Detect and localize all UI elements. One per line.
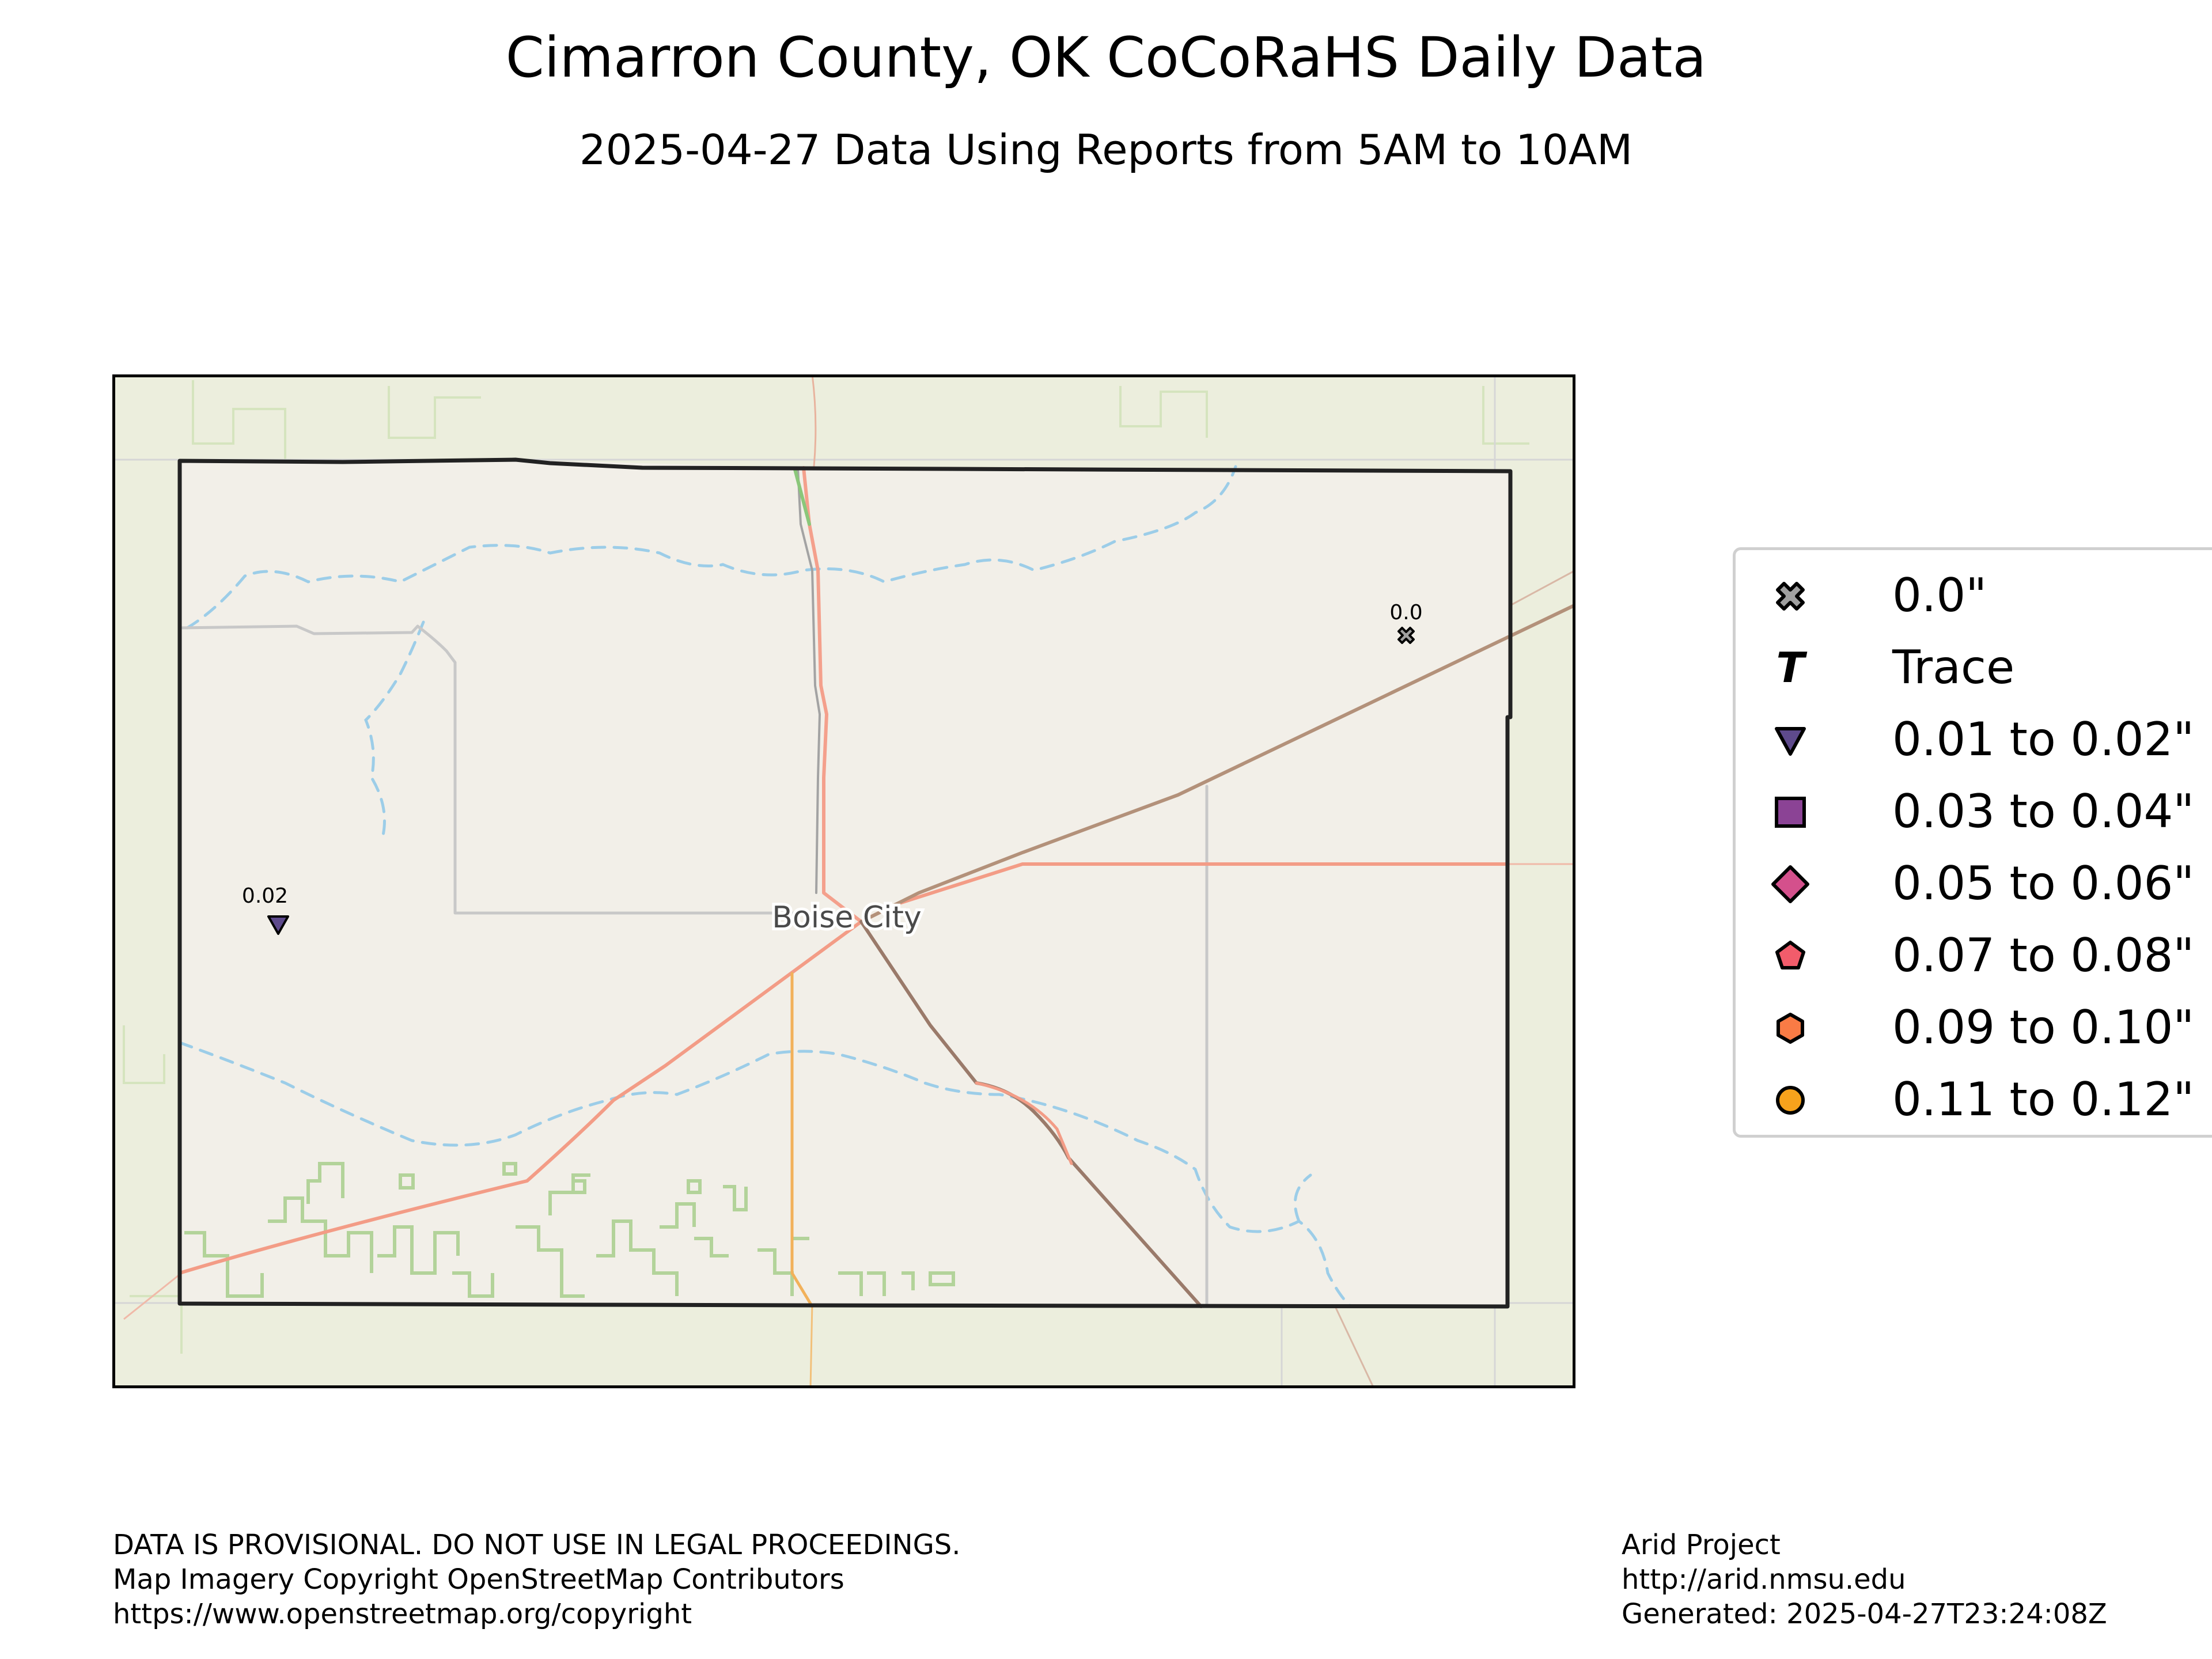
streams <box>178 465 1353 1308</box>
page-title: Cimarron County, OK CoCoRaHS Daily Data <box>505 25 1707 90</box>
legend-item: 0.03 to 0.04" <box>1736 775 2212 847</box>
map-panel[interactable]: Boise City 0.0 0.02 <box>112 374 1575 1388</box>
footer-line: Arid Project <box>1622 1529 1781 1561</box>
county-boundary <box>177 457 1513 1309</box>
station-marker-zero[interactable]: 0.0 <box>1389 601 1423 644</box>
legend-label: 0.01 to 0.02" <box>1892 713 2195 766</box>
legend-label: 0.0" <box>1892 569 1987 622</box>
legend-item: 0.05 to 0.06" <box>1736 847 2212 919</box>
legend-item: 0.11 to 0.12" <box>1736 1063 2212 1135</box>
station-value-label: 0.02 <box>242 884 288 908</box>
x-cross-icon <box>1397 627 1415 644</box>
legend-label: 0.09 to 0.10" <box>1892 1001 2195 1054</box>
grassland-patches <box>184 1162 955 1298</box>
footer-disclaimer: DATA IS PROVISIONAL. DO NOT USE IN LEGAL… <box>113 1528 961 1631</box>
footer-credits: Arid Project http://arid.nmsu.edu Genera… <box>1622 1528 2107 1631</box>
circle-icon <box>1776 1086 1805 1115</box>
triangle-down-icon <box>1775 727 1806 756</box>
county-area <box>180 460 1510 1306</box>
legend-label: 0.07 to 0.08" <box>1892 929 2195 982</box>
footer-line: http://arid.nmsu.edu <box>1622 1563 1906 1596</box>
legend-item: 0.0" <box>1736 559 2212 631</box>
map-canvas[interactable]: Boise City 0.0 0.02 <box>112 374 1575 1388</box>
square-icon <box>1775 797 1806 828</box>
pentagon-icon <box>1775 941 1805 969</box>
legend-item: T Trace <box>1736 631 2212 703</box>
t-letter-icon: T <box>1776 648 1807 688</box>
svg-text:T: T <box>1776 648 1807 688</box>
footer-line: DATA IS PROVISIONAL. DO NOT USE IN LEGAL… <box>113 1529 961 1561</box>
legend-label: Trace <box>1892 641 2015 694</box>
legend-label: 0.05 to 0.06" <box>1892 857 2195 910</box>
footer-line: https://www.openstreetmap.org/copyright <box>113 1598 692 1630</box>
diamond-icon <box>1771 865 1809 903</box>
legend-item: 0.09 to 0.10" <box>1736 991 2212 1063</box>
map-legend: 0.0" T Trace 0.01 to 0.02" 0.03 to 0.04"… <box>1733 547 2212 1138</box>
legend-item: 0.01 to 0.02" <box>1736 703 2212 775</box>
x-cross-icon <box>1776 582 1805 611</box>
legend-item: 0.07 to 0.08" <box>1736 919 2212 991</box>
roads <box>178 466 1575 1308</box>
station-value-label: 0.0 <box>1389 601 1422 624</box>
page-subtitle: 2025-04-27 Data Using Reports from 5AM t… <box>579 126 1633 174</box>
legend-label: 0.03 to 0.04" <box>1892 785 2195 838</box>
hexagon-icon <box>1777 1013 1804 1044</box>
footer-line: Generated: 2025-04-27T23:24:08Z <box>1622 1598 2107 1630</box>
place-label-boise-city: Boise City <box>772 900 921 935</box>
triangle-down-icon <box>267 915 289 935</box>
map-frame-border <box>112 374 1575 1388</box>
station-marker-0-02[interactable]: 0.02 <box>242 884 289 935</box>
footer-line: Map Imagery Copyright OpenStreetMap Cont… <box>113 1563 844 1596</box>
legend-label: 0.11 to 0.12" <box>1892 1073 2195 1126</box>
